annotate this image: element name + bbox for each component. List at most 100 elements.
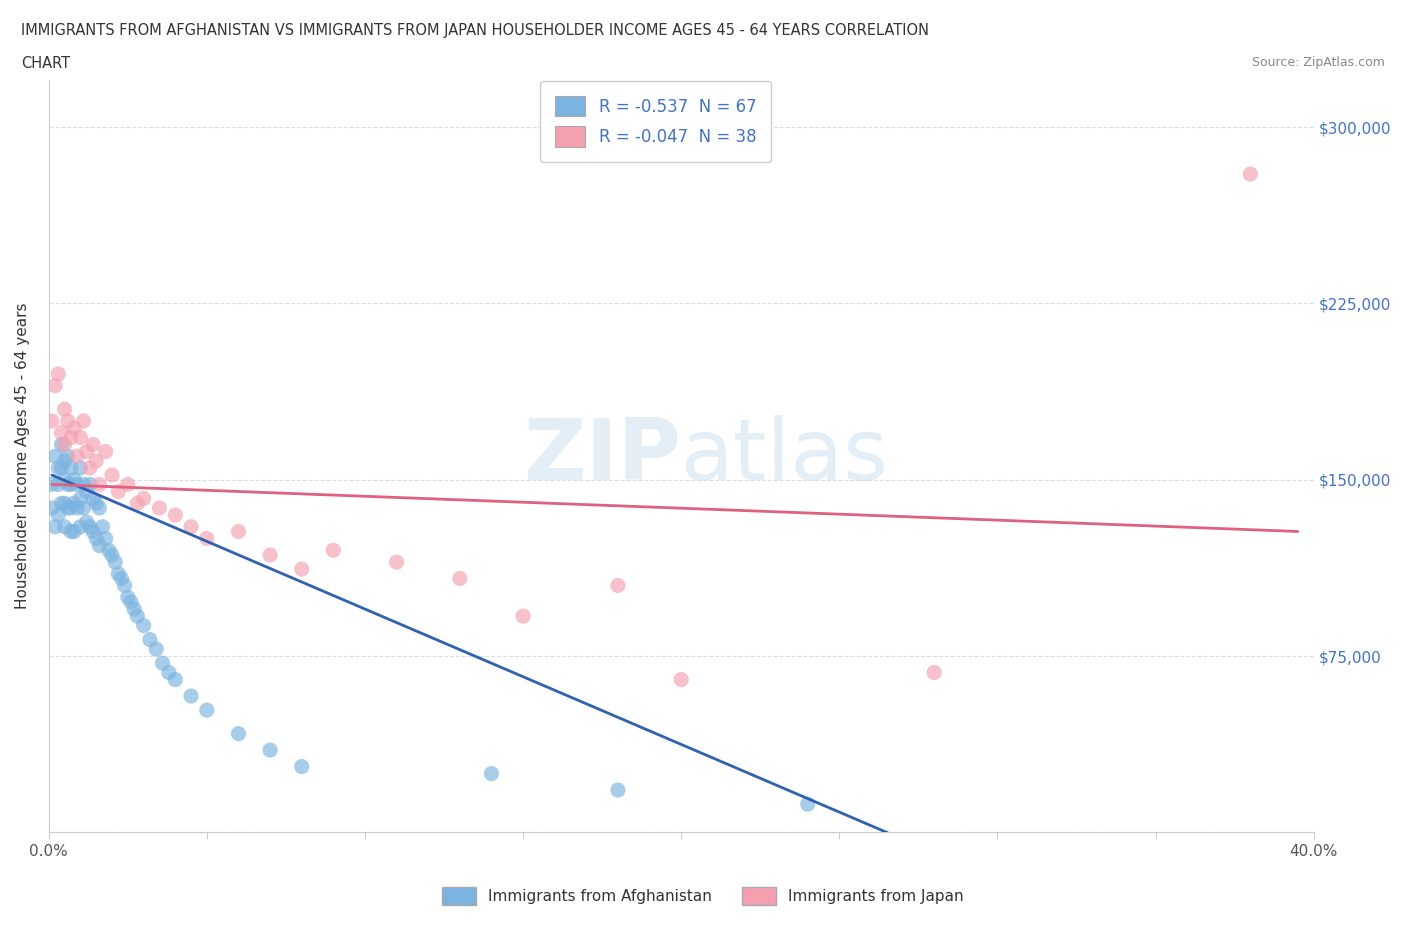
Point xyxy=(46,460,69,475)
Legend: R = -0.537  N = 67, R = -0.047  N = 38: R = -0.537 N = 67, R = -0.047 N = 38 xyxy=(540,81,772,162)
Point xyxy=(122,602,145,617)
Point xyxy=(51,460,73,475)
Point xyxy=(607,783,630,798)
Point xyxy=(84,496,107,511)
Point xyxy=(152,656,174,671)
Point xyxy=(97,543,120,558)
Point xyxy=(63,472,86,487)
Point xyxy=(82,491,104,506)
Point xyxy=(53,402,76,417)
Point xyxy=(101,468,124,483)
Point xyxy=(76,514,98,529)
Point xyxy=(46,508,69,523)
Point xyxy=(72,500,94,515)
Point xyxy=(228,524,250,538)
Text: atlas: atlas xyxy=(681,415,889,498)
Point xyxy=(91,519,114,534)
Point xyxy=(41,414,63,429)
Point xyxy=(195,703,218,718)
Point xyxy=(63,496,86,511)
Point xyxy=(259,743,281,758)
Point xyxy=(101,548,124,563)
Point xyxy=(63,420,86,435)
Point xyxy=(41,500,63,515)
Point xyxy=(69,460,91,475)
Point xyxy=(51,496,73,511)
Point xyxy=(66,449,89,464)
Point xyxy=(291,562,314,577)
Point xyxy=(104,554,127,569)
Point xyxy=(79,519,101,534)
Point xyxy=(107,566,129,581)
Point xyxy=(46,366,69,381)
Point xyxy=(59,430,82,445)
Point xyxy=(44,519,66,534)
Text: CHART: CHART xyxy=(21,56,70,71)
Text: IMMIGRANTS FROM AFGHANISTAN VS IMMIGRANTS FROM JAPAN HOUSEHOLDER INCOME AGES 45 : IMMIGRANTS FROM AFGHANISTAN VS IMMIGRANT… xyxy=(21,23,929,38)
Point xyxy=(44,379,66,393)
Point xyxy=(1239,166,1261,181)
Point xyxy=(796,797,818,812)
Point xyxy=(53,437,76,452)
Point xyxy=(195,531,218,546)
Point xyxy=(120,594,142,609)
Point xyxy=(56,477,79,492)
Point xyxy=(53,472,76,487)
Point xyxy=(89,500,111,515)
Point xyxy=(117,477,139,492)
Point xyxy=(89,477,111,492)
Point xyxy=(228,726,250,741)
Point xyxy=(449,571,471,586)
Point xyxy=(84,454,107,469)
Point xyxy=(607,578,630,593)
Text: ZIP: ZIP xyxy=(523,415,681,498)
Point xyxy=(53,496,76,511)
Point xyxy=(79,477,101,492)
Point xyxy=(56,414,79,429)
Point xyxy=(132,491,155,506)
Point xyxy=(127,496,149,511)
Point xyxy=(72,414,94,429)
Point xyxy=(53,454,76,469)
Point xyxy=(53,519,76,534)
Point xyxy=(322,543,344,558)
Point xyxy=(59,460,82,475)
Point xyxy=(385,554,408,569)
Point xyxy=(89,538,111,553)
Point xyxy=(56,500,79,515)
Point xyxy=(512,608,534,623)
Point xyxy=(94,531,117,546)
Point xyxy=(59,524,82,538)
Point xyxy=(59,500,82,515)
Point xyxy=(63,524,86,538)
Point xyxy=(56,449,79,464)
Point xyxy=(51,425,73,440)
Point xyxy=(82,437,104,452)
Point xyxy=(59,477,82,492)
Point xyxy=(51,437,73,452)
Point xyxy=(107,485,129,499)
Point xyxy=(79,460,101,475)
Point xyxy=(139,632,162,647)
Point xyxy=(69,491,91,506)
Point xyxy=(110,571,132,586)
Point xyxy=(44,449,66,464)
Point xyxy=(117,590,139,604)
Point xyxy=(180,688,202,703)
Point xyxy=(165,672,187,687)
Point xyxy=(66,500,89,515)
Point xyxy=(132,618,155,633)
Point xyxy=(76,445,98,459)
Point xyxy=(69,430,91,445)
Point xyxy=(165,508,187,523)
Y-axis label: Householder Income Ages 45 - 64 years: Householder Income Ages 45 - 64 years xyxy=(15,303,30,609)
Point xyxy=(481,766,503,781)
Point xyxy=(66,477,89,492)
Point xyxy=(94,445,117,459)
Point xyxy=(180,519,202,534)
Point xyxy=(114,578,136,593)
Point xyxy=(127,608,149,623)
Point xyxy=(145,642,167,657)
Point xyxy=(291,759,314,774)
Point xyxy=(148,500,170,515)
